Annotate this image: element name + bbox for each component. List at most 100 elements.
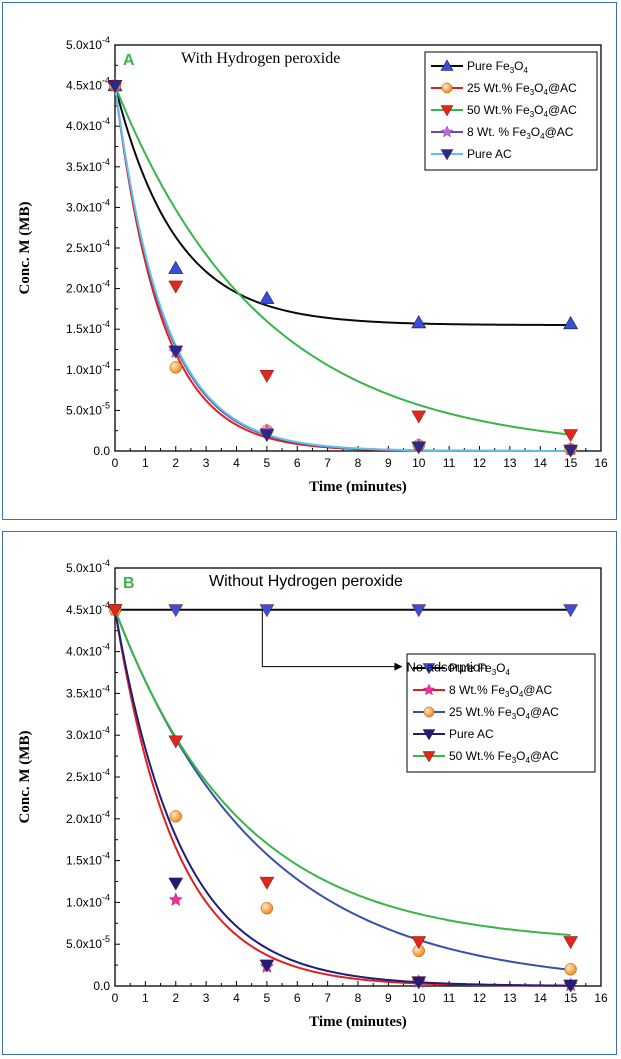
legend-swatch-marker <box>422 729 436 741</box>
series-points <box>107 604 578 950</box>
chart-a: 0 1 2 3 4 5 6 7 8 9 10 11 12 13 14 15 160.05.0x10-51.0x1… <box>17 35 608 495</box>
data-point <box>259 290 275 304</box>
x-tick-label: 11 <box>443 456 456 470</box>
data-point <box>563 979 578 993</box>
x-tick-label: 4 <box>233 456 240 470</box>
data-point <box>169 361 182 374</box>
annotation-no-adsorption: No adsorption <box>261 609 487 675</box>
data-point <box>411 441 427 455</box>
y-tick-label: 0.0 <box>93 444 110 458</box>
x-tick-label: 10 <box>412 456 426 470</box>
x-tick-label: 1 <box>142 991 149 1005</box>
x-tick-label: 6 <box>294 456 301 470</box>
data-point <box>411 976 427 990</box>
legend-label: 8 Wt.% Fe3O4@AC <box>449 683 552 699</box>
y-tick-label: 3.0x10-4 <box>66 197 110 214</box>
x-tick-label: 15 <box>564 991 578 1005</box>
x-tick-label: 12 <box>473 456 487 470</box>
data-point <box>259 429 275 443</box>
data-point <box>168 735 184 749</box>
legend-label: 50 Wt.% Fe3O4@AC <box>449 749 559 765</box>
legend-swatch-marker <box>422 663 436 675</box>
x-tick-label: 3 <box>203 991 210 1005</box>
legend-label: 50 Wt.% Fe3O4@AC <box>467 103 577 119</box>
x-tick-label: 5 <box>264 991 271 1005</box>
data-point <box>411 604 427 618</box>
legend-swatch-marker <box>440 125 454 138</box>
x-tick-label: 14 <box>534 456 548 470</box>
legend-label: 8 Wt. % Fe3O4@AC <box>467 125 574 141</box>
x-tick-label: 15 <box>564 456 578 470</box>
y-tick-label: 1.0x10-4 <box>66 892 110 909</box>
x-tick-label: 5 <box>264 456 271 470</box>
y-tick-label: 2.5x10-4 <box>66 767 110 784</box>
series-fit-line <box>114 609 571 971</box>
legend-label: 25 Wt.% Fe3O4@AC <box>467 81 577 97</box>
y-tick-label: 1.0x10-4 <box>66 360 110 377</box>
y-tick-label: 5.0x10-4 <box>66 558 110 575</box>
data-point <box>168 345 184 359</box>
x-tick-label: 7 <box>324 991 331 1005</box>
y-tick-label: 3.5x10-4 <box>66 683 110 700</box>
plot-frame <box>114 567 602 987</box>
data-point <box>411 315 427 329</box>
x-tick-label: 8 <box>355 456 362 470</box>
chart-panel-b: 0 1 2 3 4 5 6 7 8 9 10 11 12 13 14 15 16 0.0 5.0x10-5 1.0x1… <box>2 531 617 1055</box>
y-axis-label: Conc. M (MB) <box>17 731 33 824</box>
x-tick-label: 0 <box>112 456 119 470</box>
data-point <box>563 604 578 618</box>
x-tick-label: 6 <box>294 991 301 1005</box>
data-point <box>563 315 579 330</box>
data-point <box>563 444 578 458</box>
x-tick-label: 7 <box>324 456 331 470</box>
data-point <box>107 604 123 618</box>
legend-label: Pure Fe3O4 <box>467 59 528 75</box>
legend-label: 25 Wt.% Fe3O4@AC <box>449 705 559 721</box>
x-tick-label: 3 <box>203 456 210 470</box>
x-tick-label: 13 <box>503 456 517 470</box>
legend-label: Pure AC <box>467 147 512 161</box>
x-tick-label: 2 <box>172 991 179 1005</box>
x-tick-label: 2 <box>172 456 179 470</box>
series-points <box>107 80 578 458</box>
y-tick-label: 5.0x10-5 <box>66 934 110 951</box>
x-tick-label: 0 <box>112 991 119 1005</box>
y-tick-label: 2.0x10-4 <box>66 279 110 296</box>
y-tick-label: 2.0x10-4 <box>66 809 110 826</box>
x-tick-label: 4 <box>233 991 240 1005</box>
data-point <box>563 936 578 950</box>
series-fit-line <box>114 85 571 452</box>
x-tick-label: 9 <box>385 456 392 470</box>
y-tick-label: 4.0x10-4 <box>66 116 110 133</box>
legend-label: Pure AC <box>449 727 494 741</box>
y-tick-label: 5.0x10-5 <box>66 400 110 417</box>
data-point <box>259 959 275 973</box>
legend-swatch-marker <box>422 751 436 763</box>
data-point <box>168 260 184 274</box>
data-point <box>259 604 275 618</box>
y-tick-label: 3.0x10-4 <box>66 725 110 742</box>
data-point <box>259 876 275 890</box>
chart-panel-a: 0 1 2 3 4 5 6 7 8 9 10 11 12 13 14 15 16 0.0 5.0x10-5 1.0x1… <box>2 2 617 520</box>
series-fit-line <box>114 85 571 327</box>
data-point <box>259 370 275 383</box>
data-point <box>168 604 184 618</box>
legend-swatch-marker <box>440 59 454 71</box>
data-point <box>563 429 578 443</box>
y-tick-label: 1.5x10-4 <box>66 319 110 336</box>
legend-swatch-marker <box>440 105 454 117</box>
panel-letter: B <box>123 575 135 592</box>
legend-swatch-marker <box>441 82 453 94</box>
x-tick-label: 9 <box>385 991 392 1005</box>
legend: Pure Fe3O4 8 Wt.% Fe3O4@AC 25 Wt.% Fe3O4@A… <box>406 653 596 773</box>
x-tick-label: 12 <box>473 991 487 1005</box>
panel-letter: A <box>123 52 135 69</box>
legend: Pure Fe3O4 25 Wt.% Fe3O4@AC 50 Wt.% Fe3O4@… <box>424 51 598 171</box>
series-fit-line <box>114 85 571 436</box>
y-tick-label: 3.5x10-4 <box>66 157 110 174</box>
legend-swatch-marker <box>423 706 435 718</box>
data-point <box>169 810 182 823</box>
x-tick-label: 14 <box>534 991 548 1005</box>
series-fit-line <box>114 609 571 937</box>
y-tick-label: 4.0x10-4 <box>66 642 110 659</box>
